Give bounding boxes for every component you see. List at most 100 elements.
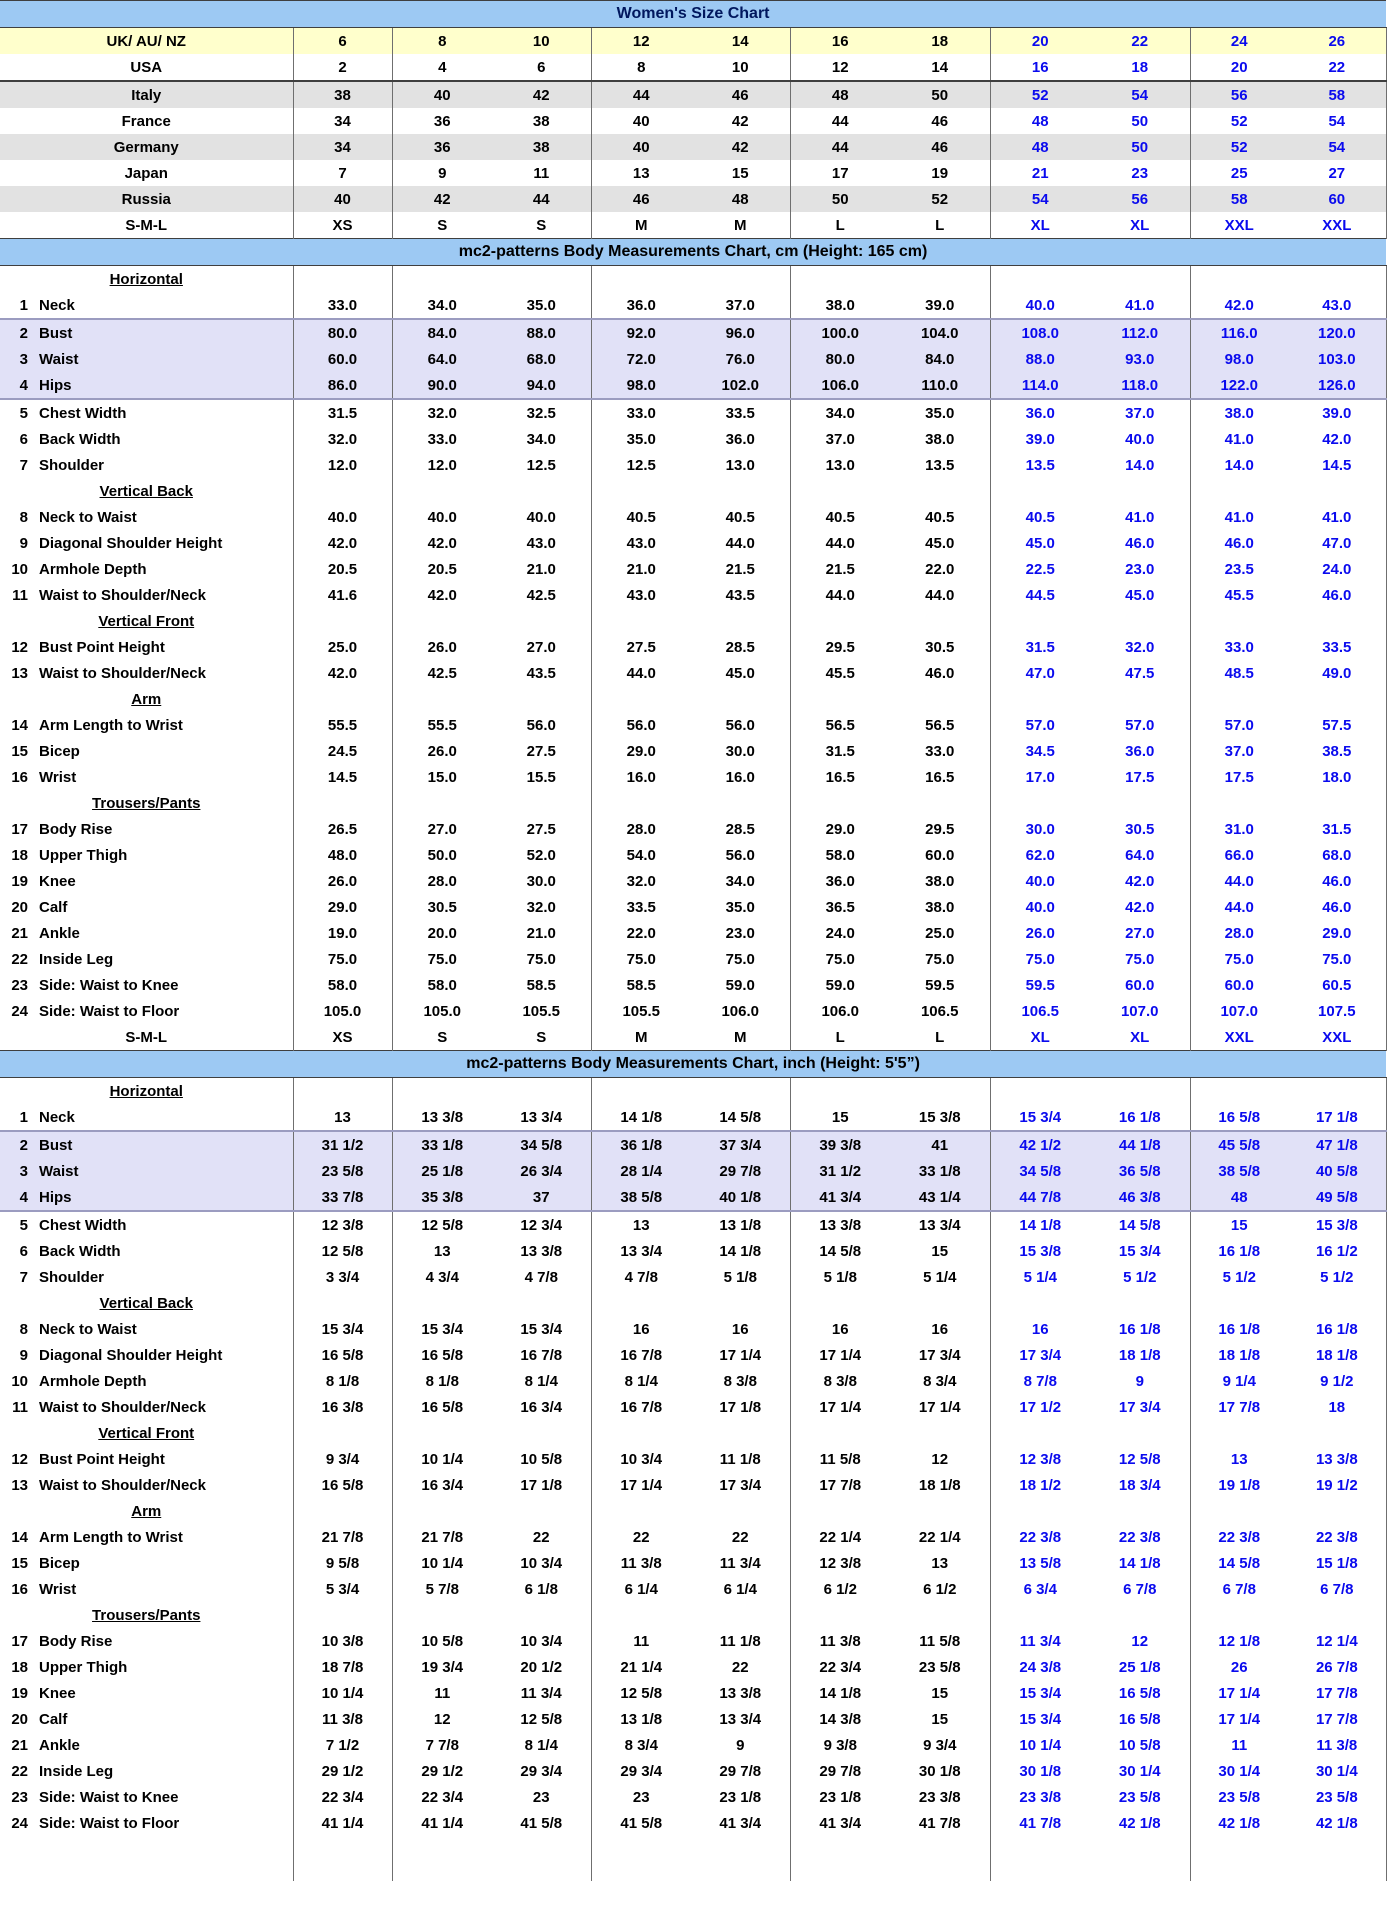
row-label: 18 Upper Thigh bbox=[0, 1654, 293, 1680]
row-label-text: Hips bbox=[39, 1188, 72, 1206]
measurement-cell: 21 1/4 bbox=[590, 1654, 691, 1680]
row-number: 23 bbox=[11, 1788, 28, 1806]
measurement-cell: 13.0 bbox=[789, 452, 890, 478]
measurement-row: 14 Arm Length to Wrist 55.5 55.5 56.0 56.0 56.… bbox=[0, 712, 1387, 738]
measurement-cell: 59.0 bbox=[789, 972, 890, 998]
row-label: 13 Waist to Shoulder/Neck bbox=[0, 660, 293, 686]
measurement-cell: 42.0 bbox=[1125, 898, 1155, 916]
measurement-cell: 9 3/4 bbox=[292, 1446, 392, 1472]
measure-group-row: Vertical Back bbox=[0, 478, 1387, 504]
measurement-cell: 6 1/2 bbox=[923, 1580, 957, 1598]
size-cell: XS bbox=[292, 212, 392, 239]
measurement-cell: 26.0 bbox=[292, 868, 392, 894]
measurement-cell: 23.0 bbox=[1125, 560, 1155, 578]
row-label: 18 Upper Thigh bbox=[0, 842, 293, 868]
measurement-row: 18 Upper Thigh 18 7/8 19 3/4 20 1/2 21 1/4 22 2… bbox=[0, 1654, 1387, 1680]
measurement-cell: 10 3/8 bbox=[292, 1628, 392, 1654]
empty-cell bbox=[890, 1498, 990, 1524]
measurement-cell: 11 bbox=[1189, 1732, 1288, 1758]
measurement-cell: 4 7/8 bbox=[524, 1268, 558, 1286]
size-cell: 12 bbox=[590, 27, 691, 54]
measurement-cell: 26.0 bbox=[391, 634, 492, 660]
size-cell: XS bbox=[292, 1024, 392, 1051]
measurement-cell: 93.0 bbox=[1090, 346, 1190, 372]
measurement-cell: 54.0 bbox=[590, 842, 691, 868]
row-label-text: Bust bbox=[39, 1136, 73, 1154]
row-label: 11 Waist to Shoulder/Neck bbox=[0, 582, 293, 608]
group-label-text: Trousers/Pants bbox=[92, 1606, 201, 1624]
row-label: 5 Chest Width bbox=[0, 1211, 293, 1238]
measurement-cell: 13 3/4 bbox=[918, 1216, 961, 1234]
measurement-cell: 16 5/8 bbox=[391, 1342, 492, 1368]
measurement-cell: 23 1/8 bbox=[789, 1784, 890, 1810]
measurement-cell: 44.0 bbox=[1189, 868, 1288, 894]
measurement-cell: 33.0 bbox=[590, 399, 691, 426]
measurement-cell: 31.5 bbox=[789, 738, 890, 764]
measurement-cell: 27.5 bbox=[526, 820, 556, 838]
chart-title-row: Women's Size Chart bbox=[0, 0, 1387, 28]
empty-cell bbox=[1288, 1420, 1387, 1446]
row-label: 2 Bust bbox=[0, 318, 293, 346]
measurement-cell: 29.0 bbox=[590, 738, 691, 764]
measurement-cell: 105.5 bbox=[590, 998, 691, 1024]
row-number: 21 bbox=[11, 924, 28, 942]
empty-cell bbox=[492, 608, 591, 634]
empty-cell bbox=[989, 1836, 1090, 1881]
measurement-cell: 11 5/8 bbox=[789, 1446, 890, 1472]
size-cell: 6 bbox=[492, 54, 591, 82]
size-cell: 42 bbox=[731, 112, 749, 130]
empty-cell bbox=[1090, 1836, 1190, 1881]
measurement-row: 21 Ankle 7 1/2 7 7/8 8 1/4 8 3/4 9 9 3/8 9 3/4 10… bbox=[0, 1732, 1387, 1758]
row-label-text: Chest Width bbox=[39, 1216, 127, 1234]
measurement-cell: 16 7/8 bbox=[590, 1342, 691, 1368]
measurement-cell: 42.5 bbox=[526, 586, 556, 604]
measurement-cell: 32.0 bbox=[391, 399, 492, 426]
empty-cell bbox=[1288, 265, 1387, 292]
measurement-cell: 5 1/2 bbox=[1189, 1264, 1288, 1290]
empty-cell bbox=[292, 1420, 392, 1446]
measurement-cell: 6 7/8 bbox=[1288, 1576, 1387, 1602]
measurement-cell: 28.0 bbox=[590, 816, 691, 842]
measurement-cell: 126.0 bbox=[1288, 372, 1387, 400]
measurement-row: 14 Arm Length to Wrist 21 7/8 21 7/8 22 22 22 2… bbox=[0, 1524, 1387, 1550]
empty-cell bbox=[1288, 686, 1387, 712]
measurement-cell: 29 7/8 bbox=[691, 1158, 790, 1184]
measurement-row: 6 Back Width 32.0 33.0 34.0 35.0 36.0 37.0 38.0 3… bbox=[0, 426, 1387, 452]
measurement-cell: 24.0 bbox=[1288, 556, 1387, 582]
empty-cell bbox=[0, 1836, 293, 1881]
measurement-row: 11 Waist to Shoulder/Neck 41.6 42.0 42.5 43.0… bbox=[0, 582, 1387, 608]
measurement-cell: 16 5/8 bbox=[1118, 1710, 1161, 1728]
row-number: 7 bbox=[19, 1268, 28, 1286]
measurement-cell: 75.0 bbox=[725, 950, 755, 968]
measurement-cell: 45 5/8 bbox=[1189, 1130, 1288, 1158]
measurement-cell: 107.0 bbox=[1189, 998, 1288, 1024]
measurement-cell: 42.5 bbox=[391, 660, 492, 686]
empty-cell bbox=[590, 1420, 691, 1446]
group-label-text: Vertical Back bbox=[99, 1294, 193, 1312]
empty-cell bbox=[391, 1077, 492, 1104]
measurement-cell: 17 1/4 bbox=[1189, 1680, 1288, 1706]
empty-cell bbox=[590, 1836, 691, 1881]
empty-cell bbox=[492, 1836, 591, 1881]
measurement-cell: 16.5 bbox=[925, 768, 955, 786]
empty-cell bbox=[391, 1290, 492, 1316]
measurement-cell: 116.0 bbox=[1189, 318, 1288, 346]
row-label-text: Waist to Shoulder/Neck bbox=[39, 664, 206, 682]
empty-cell bbox=[1189, 265, 1288, 292]
measurement-cell: 35.0 bbox=[725, 898, 755, 916]
measurement-cell: 5 1/2 bbox=[1123, 1268, 1157, 1286]
measurement-cell: 43 1/4 bbox=[890, 1184, 990, 1212]
empty-cell bbox=[492, 1498, 591, 1524]
empty-cell bbox=[890, 478, 990, 504]
measurement-cell: 28.5 bbox=[725, 638, 755, 656]
measurement-cell: 37.0 bbox=[1125, 404, 1155, 422]
measurement-cell: 5 1/4 bbox=[989, 1264, 1090, 1290]
measurement-cell: 33.0 bbox=[1189, 634, 1288, 660]
measurement-cell: 43.0 bbox=[590, 530, 691, 556]
measurement-cell: 46.0 bbox=[925, 664, 955, 682]
measurement-cell: 17 3/4 bbox=[918, 1346, 961, 1364]
measurement-cell: 40 1/8 bbox=[691, 1184, 790, 1212]
group-label-text: Trousers/Pants bbox=[92, 794, 201, 812]
row-number: 8 bbox=[19, 508, 28, 526]
measurement-cell: 6 1/8 bbox=[524, 1580, 558, 1598]
